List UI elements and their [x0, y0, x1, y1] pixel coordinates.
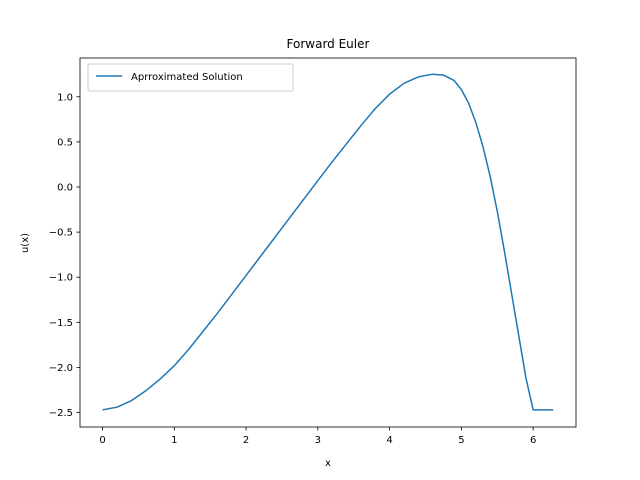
- y-axis-label: u(x): [20, 233, 31, 253]
- chart-title: Forward Euler: [287, 37, 370, 51]
- y-tick-label: −0.5: [49, 228, 73, 239]
- x-axis-label: x: [325, 458, 331, 469]
- x-tick-label: 4: [386, 435, 392, 446]
- legend-label: Aprroximated Solution: [131, 72, 243, 83]
- legend-frame: [87, 63, 294, 92]
- y-tick-label: 0.5: [57, 137, 73, 148]
- x-tick-label: 5: [458, 435, 464, 446]
- y-tick-label: −2.0: [49, 363, 73, 374]
- x-tick-label: 0: [99, 435, 105, 446]
- plot-frame: [79, 57, 577, 428]
- x-tick-label: 6: [530, 435, 536, 446]
- y-tick-label: −1.0: [49, 273, 73, 284]
- y-tick-label: 0.0: [57, 183, 73, 194]
- plot-area: 0 1 2 3 4 5 6 −2.5 −2.0 −1.5 −1.0 −0.5 0.0 0.5 1.0: [49, 57, 577, 446]
- series-line-0: [102, 73, 554, 411]
- y-tick-label: −2.5: [49, 408, 73, 419]
- x-tick-label: 3: [315, 435, 321, 446]
- x-tick-label: 1: [171, 435, 177, 446]
- x-tick-label: 2: [243, 435, 249, 446]
- y-tick-label: −1.5: [49, 318, 73, 329]
- y-tick-label: 1.0: [57, 92, 73, 103]
- legend: Aprroximated Solution: [87, 63, 294, 92]
